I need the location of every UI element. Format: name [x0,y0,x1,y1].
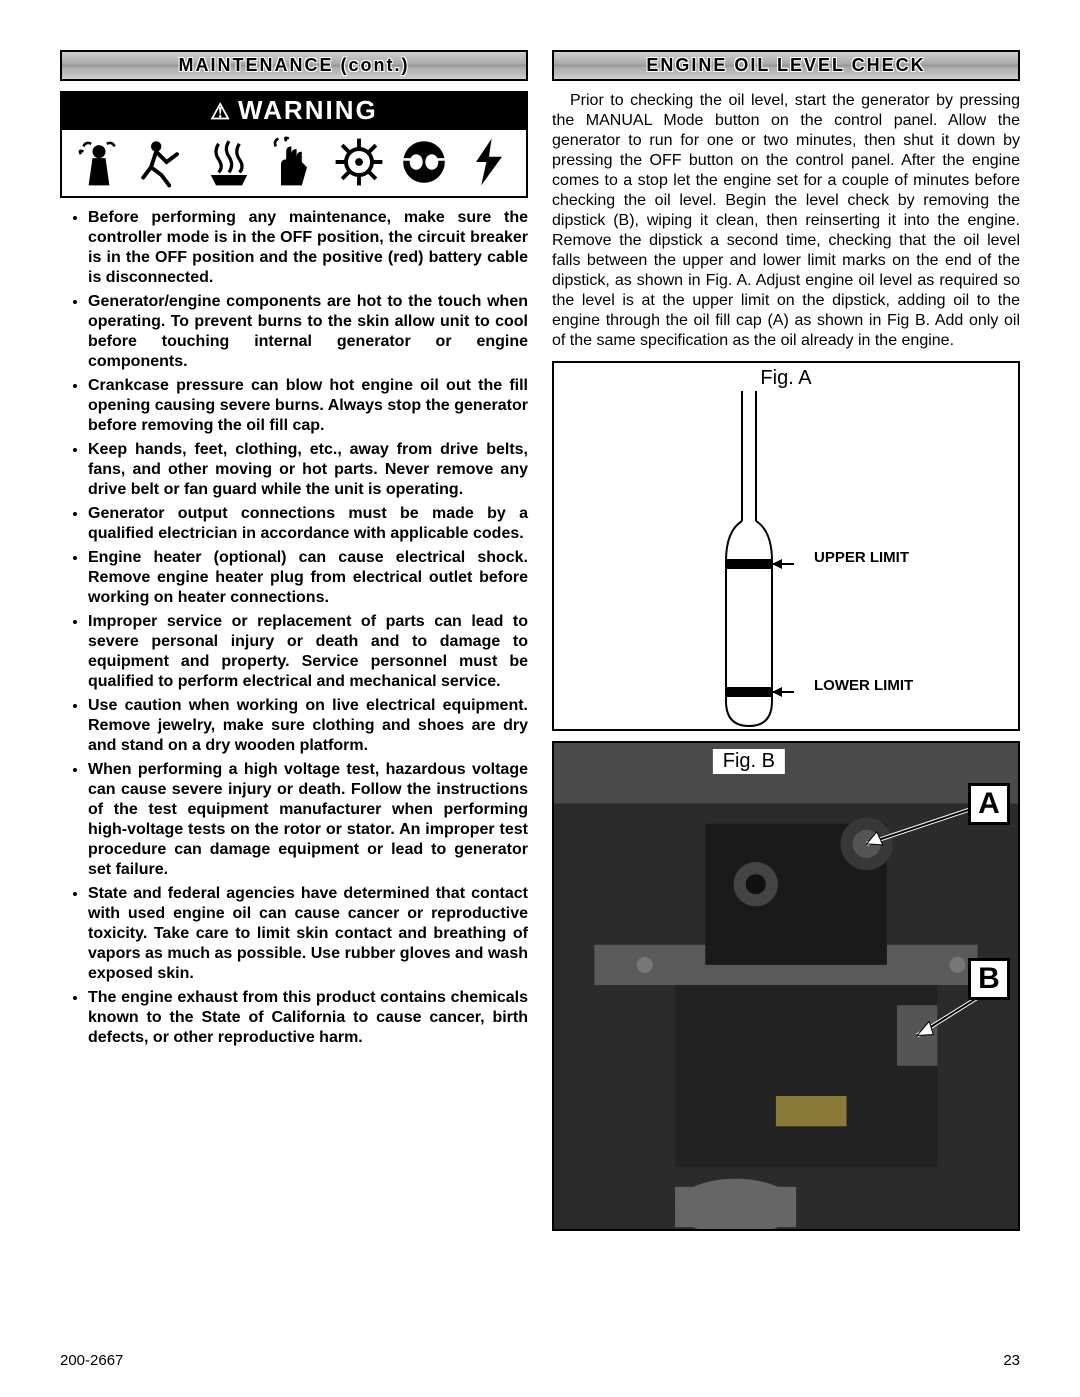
bullet-item: Keep hands, feet, clothing, etc., away f… [88,440,528,500]
left-column: MAINTENANCE (cont.) ⚠WARNING Before perf… [60,50,528,1231]
bullet-item: Before performing any maintenance, make … [88,208,528,288]
burn-hand-icon [268,136,320,188]
bullet-item: The engine exhaust from this product con… [88,988,528,1048]
bullet-item: Crankcase pressure can blow hot engine o… [88,376,528,436]
bullet-item: When performing a high voltage test, haz… [88,760,528,880]
entanglement-icon [333,136,385,188]
page-number: 23 [1003,1352,1020,1369]
warning-label: WARNING [238,95,378,125]
warning-bullet-list: Before performing any maintenance, make … [60,208,528,1048]
bullet-item: Generator output connections must be mad… [88,504,528,544]
figure-b: Fig. B [552,741,1020,1231]
figure-a-label: Fig. A [760,367,811,390]
figure-a: Fig. A UPPER LIMIT LOWER LIMIT [552,361,1020,731]
lower-limit-label: LOWER LIMIT [814,677,913,694]
page-footer: 200-2667 23 [60,1352,1020,1369]
bullet-item: Engine heater (optional) can cause elect… [88,548,528,608]
oil-check-body: Prior to checking the oil level, start t… [552,91,1020,351]
dipstick-diagram [704,391,794,731]
slip-fall-icon [138,136,190,188]
bullet-item: Generator/engine components are hot to t… [88,292,528,372]
bullet-item: Use caution when working on live electri… [88,696,528,756]
hazard-icon-row [60,130,528,198]
right-column: ENGINE OIL LEVEL CHECK Prior to checking… [552,50,1020,1231]
figure-b-label: Fig. B [713,749,785,774]
callout-a: A [968,783,1010,825]
upper-limit-label: UPPER LIMIT [814,549,909,566]
warning-bar: ⚠WARNING [60,91,528,130]
maintenance-header: MAINTENANCE (cont.) [60,50,528,81]
bullet-item: State and federal agencies have determin… [88,884,528,984]
hot-surface-icon [203,136,255,188]
eye-protection-icon [398,136,450,188]
electric-shock-icon [463,136,515,188]
doc-number: 200-2667 [60,1352,123,1369]
toxic-fumes-icon [73,136,125,188]
engine-photo [554,743,1018,1231]
callout-b: B [968,958,1010,1000]
warning-triangle-icon: ⚠ [210,99,232,124]
oil-check-header: ENGINE OIL LEVEL CHECK [552,50,1020,81]
bullet-item: Improper service or replacement of parts… [88,612,528,692]
